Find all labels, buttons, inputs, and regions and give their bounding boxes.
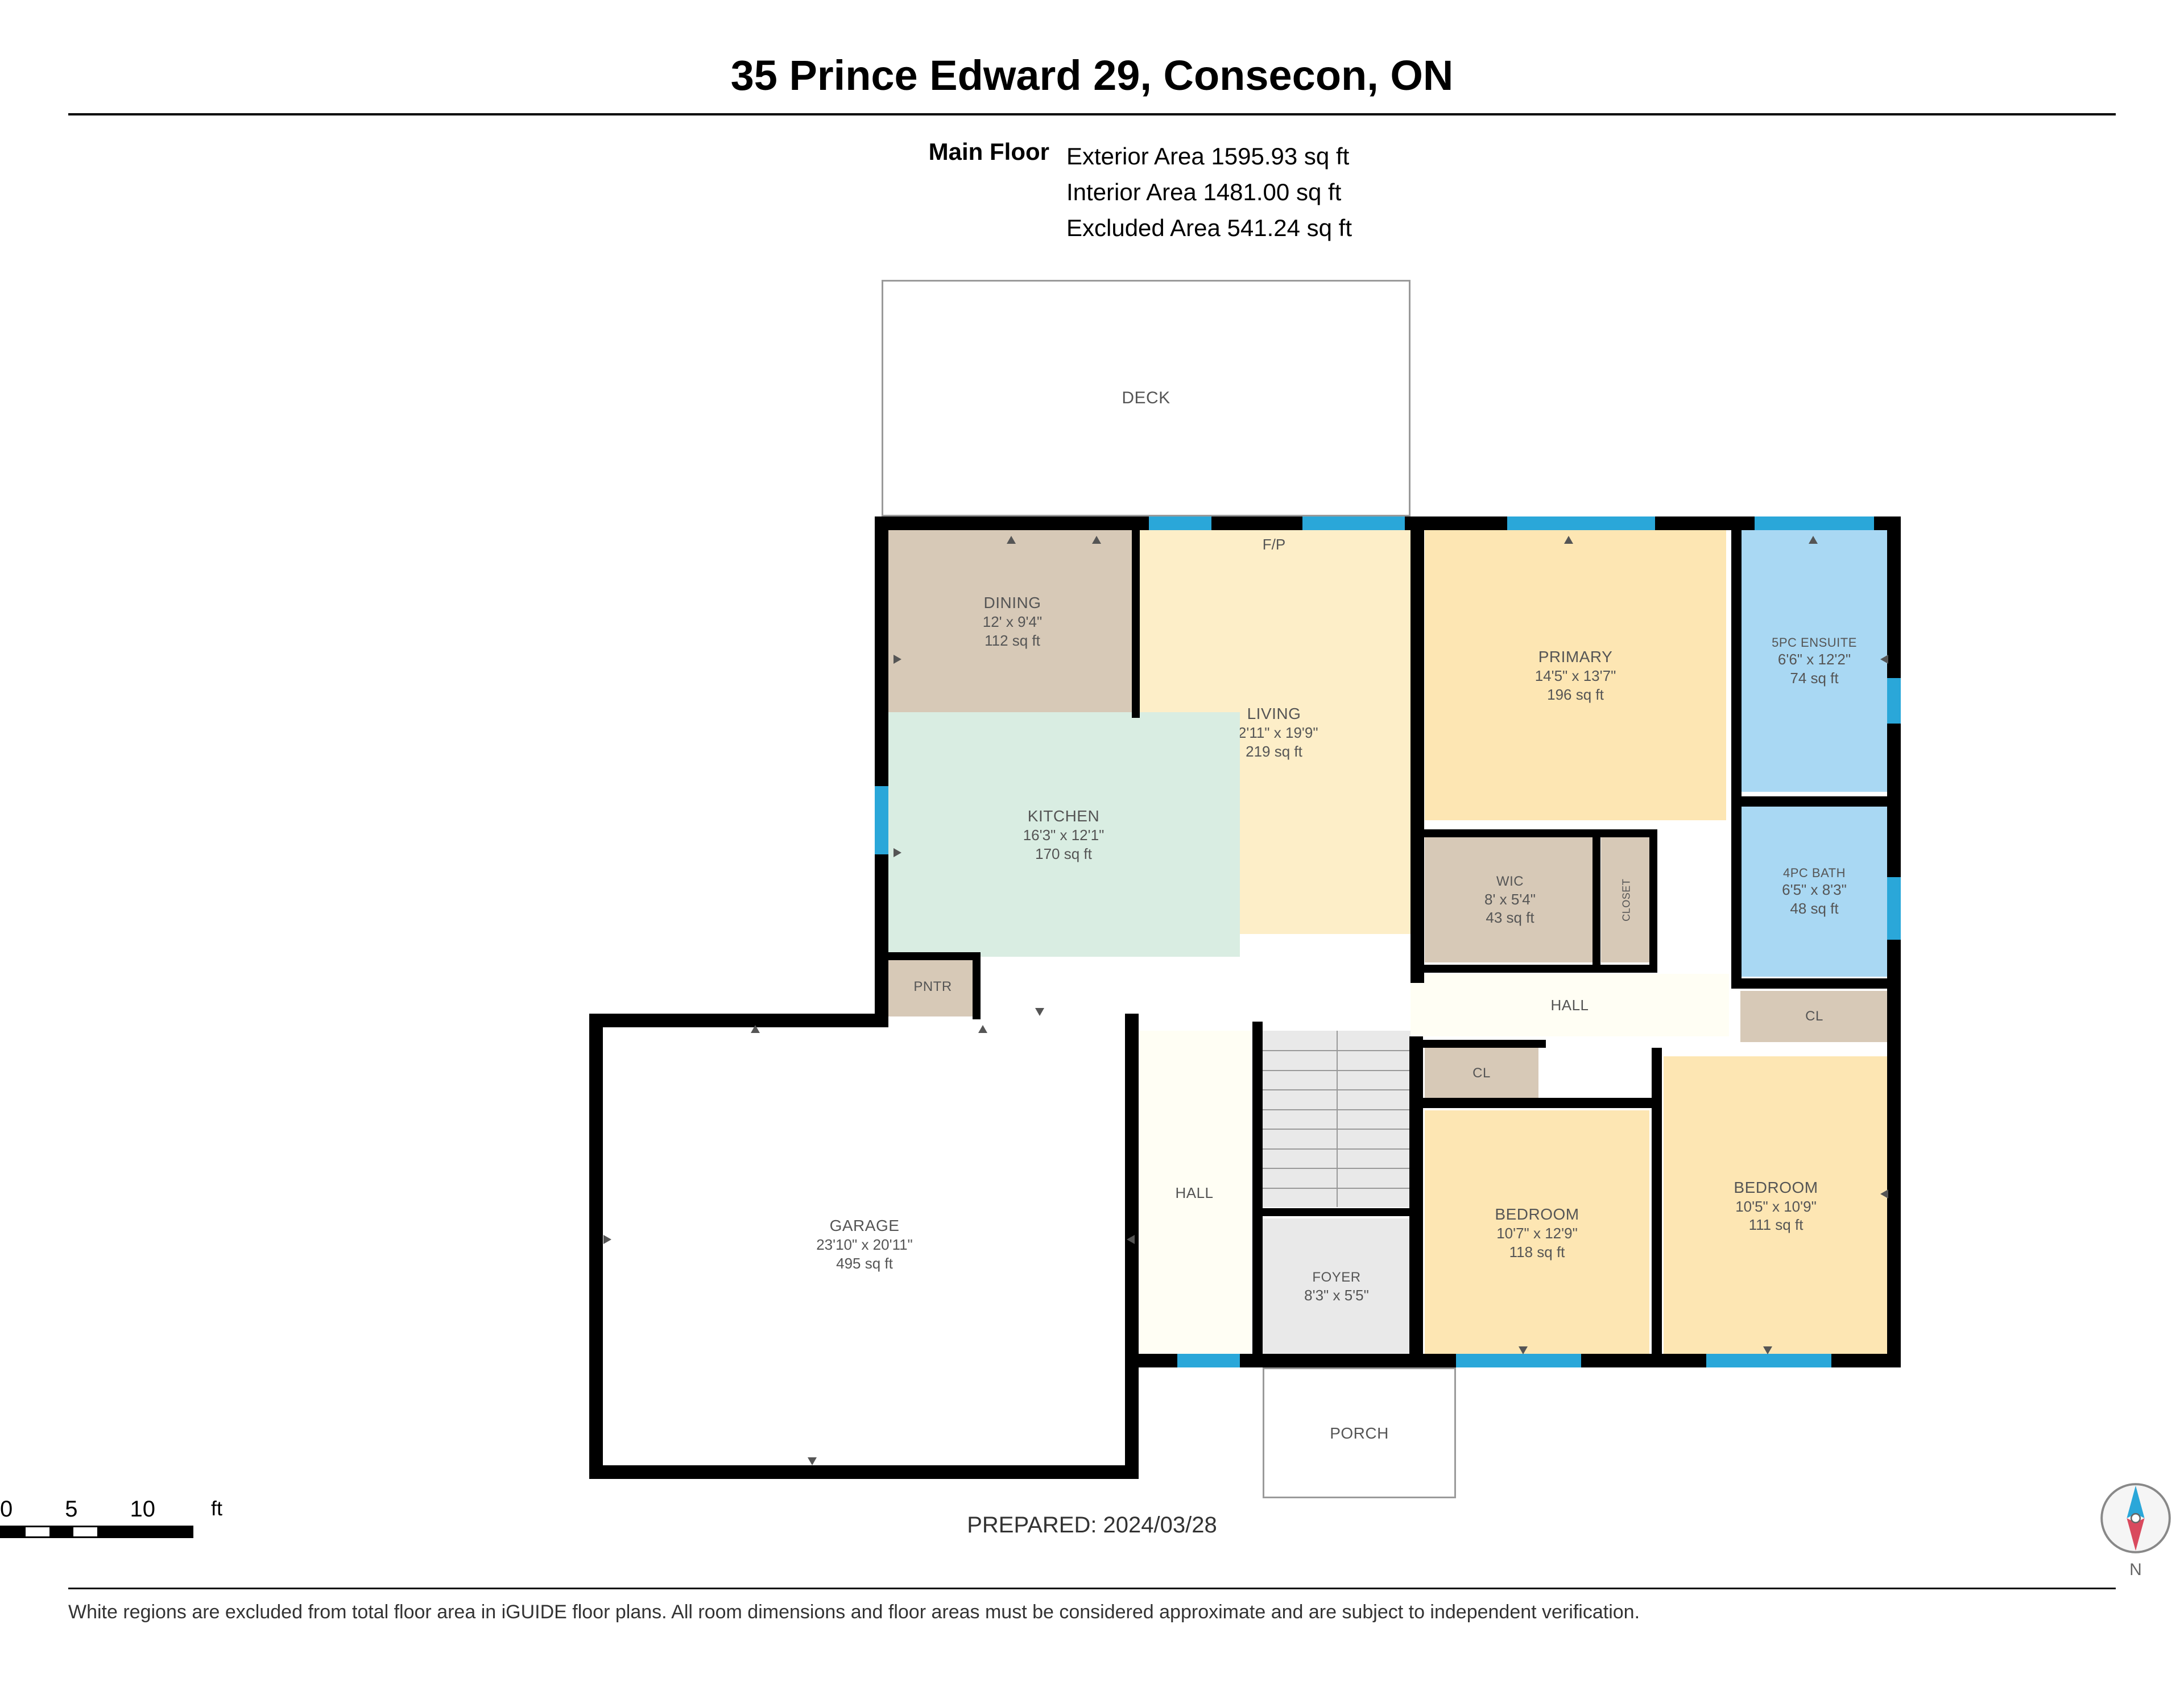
title-rule — [68, 113, 2116, 115]
wall-inner-1 — [882, 952, 979, 960]
wall-outer-3 — [589, 1014, 603, 1479]
direction-caret — [1127, 1235, 1135, 1244]
scale-5: 5 — [65, 1497, 77, 1522]
direction-caret — [1519, 1346, 1528, 1354]
floor-label: Main Floor — [719, 138, 1049, 246]
excluded-area: Excluded Area 541.24 sq ft — [1066, 210, 1465, 246]
room-pantry: PNTR — [887, 957, 978, 1016]
compass: N — [2099, 1481, 2173, 1555]
wall-inner-10 — [1420, 1040, 1546, 1048]
area-list: Exterior Area 1595.93 sq ft Interior Are… — [1066, 138, 1465, 246]
room-dining: DINING12' x 9'4"112 sq ft — [887, 530, 1138, 712]
room-bedroom2: BEDROOM10'7" x 12'9"118 sq ft — [1425, 1110, 1649, 1355]
direction-caret — [603, 1235, 611, 1244]
room-hall1: HALL — [1410, 974, 1729, 1036]
wall-inner-12 — [1652, 1048, 1662, 1364]
wall-outer-7 — [1409, 1036, 1423, 1367]
window-9 — [1887, 678, 1901, 724]
scale-bar: 0 5 10 ft — [0, 1497, 222, 1538]
wall-inner-8 — [1731, 796, 1898, 807]
wall-inner-5 — [1649, 829, 1657, 969]
page-title: 35 Prince Edward 29, Consecon, ON — [68, 51, 2116, 100]
direction-caret — [1880, 1189, 1888, 1199]
window-2 — [1507, 516, 1655, 530]
scale-unit: ft — [211, 1497, 222, 1522]
wall-outer-10 — [1410, 516, 1424, 983]
wall-inner-13 — [1252, 1022, 1263, 1363]
window-0 — [1149, 516, 1211, 530]
prepared-date: PREPARED: 2024/03/28 — [967, 1513, 1217, 1538]
direction-caret — [1092, 536, 1101, 544]
footer-rule — [68, 1588, 2116, 1589]
window-4 — [875, 786, 888, 854]
wall-inner-9 — [1731, 978, 1898, 989]
floor-plan: DECKDINING12' x 9'4"112 sq ftLIVING12'11… — [239, 257, 1945, 1395]
direction-caret — [1007, 536, 1016, 544]
wall-outer-9 — [1887, 516, 1901, 1367]
wall-inner-6 — [1420, 965, 1657, 973]
direction-caret — [808, 1457, 817, 1465]
wall-outer-2 — [589, 1014, 888, 1027]
room-wic: WIC8' x 5'4"43 sq ft — [1425, 837, 1595, 962]
direction-caret — [1763, 1346, 1772, 1354]
wall-inner-14 — [1252, 1208, 1420, 1216]
wall-outer-6 — [1125, 1354, 1423, 1367]
room-ensuite: 5PC ENSUITE6'6" x 12'2"74 sq ft — [1740, 530, 1888, 792]
scale-0: 0 — [0, 1497, 13, 1522]
room-cl2: CL — [1740, 991, 1888, 1042]
wall-inner-0 — [1132, 530, 1140, 718]
direction-caret — [1035, 1008, 1044, 1016]
room-deck: DECK — [882, 280, 1410, 516]
room-hall2: HALL — [1138, 1031, 1251, 1355]
room-foyer: FOYER8'3" x 5'5" — [1263, 1218, 1410, 1355]
compass-label: N — [2099, 1560, 2173, 1580]
direction-caret — [1564, 536, 1573, 544]
direction-caret — [978, 1025, 987, 1033]
window-3 — [1755, 516, 1874, 530]
room-cl3: CL — [1425, 1048, 1538, 1099]
wall-outer-5 — [1125, 1014, 1139, 1479]
window-7 — [1706, 1354, 1831, 1367]
room-garage: GARAGE23'10" x 20'11"495 sq ft — [603, 1022, 1126, 1466]
room-porch: PORCH — [1263, 1367, 1456, 1498]
window-8 — [1177, 1354, 1240, 1367]
room-kitchen: KITCHEN16'3" x 12'1"170 sq ft — [887, 712, 1240, 957]
direction-caret — [1809, 536, 1818, 544]
wall-inner-3 — [1420, 829, 1657, 837]
direction-caret — [1880, 655, 1888, 664]
stairs — [1263, 1031, 1410, 1207]
interior-area: Interior Area 1481.00 sq ft — [1066, 174, 1465, 210]
room-closet1: CLOSET — [1601, 837, 1652, 962]
direction-caret — [751, 1025, 760, 1033]
disclaimer: White regions are excluded from total fl… — [68, 1601, 2116, 1623]
floor-meta: Main Floor Exterior Area 1595.93 sq ft I… — [68, 138, 2116, 246]
direction-caret — [894, 655, 901, 664]
scale-segments — [0, 1526, 193, 1538]
wall-inner-4 — [1592, 829, 1600, 969]
direction-caret — [894, 848, 901, 857]
wall-outer-1 — [875, 516, 888, 1027]
wall-inner-2 — [973, 952, 981, 1019]
window-1 — [1302, 516, 1405, 530]
wall-outer-4 — [589, 1465, 1139, 1479]
room-bedroom3: BEDROOM10'5" x 10'9"111 sq ft — [1664, 1056, 1888, 1355]
exterior-area: Exterior Area 1595.93 sq ft — [1066, 138, 1465, 174]
window-5 — [1887, 877, 1901, 940]
room-primary: PRIMARY14'5" x 13'7"196 sq ft — [1425, 530, 1726, 820]
wall-inner-11 — [1420, 1098, 1657, 1108]
scale-10: 10 — [130, 1497, 156, 1522]
room-label-fp: F/P — [1217, 536, 1331, 570]
window-6 — [1456, 1354, 1581, 1367]
wall-inner-7 — [1731, 530, 1742, 985]
compass-icon — [2099, 1481, 2173, 1555]
room-bath: 4PC BATH6'5" x 8'3"48 sq ft — [1740, 806, 1888, 977]
